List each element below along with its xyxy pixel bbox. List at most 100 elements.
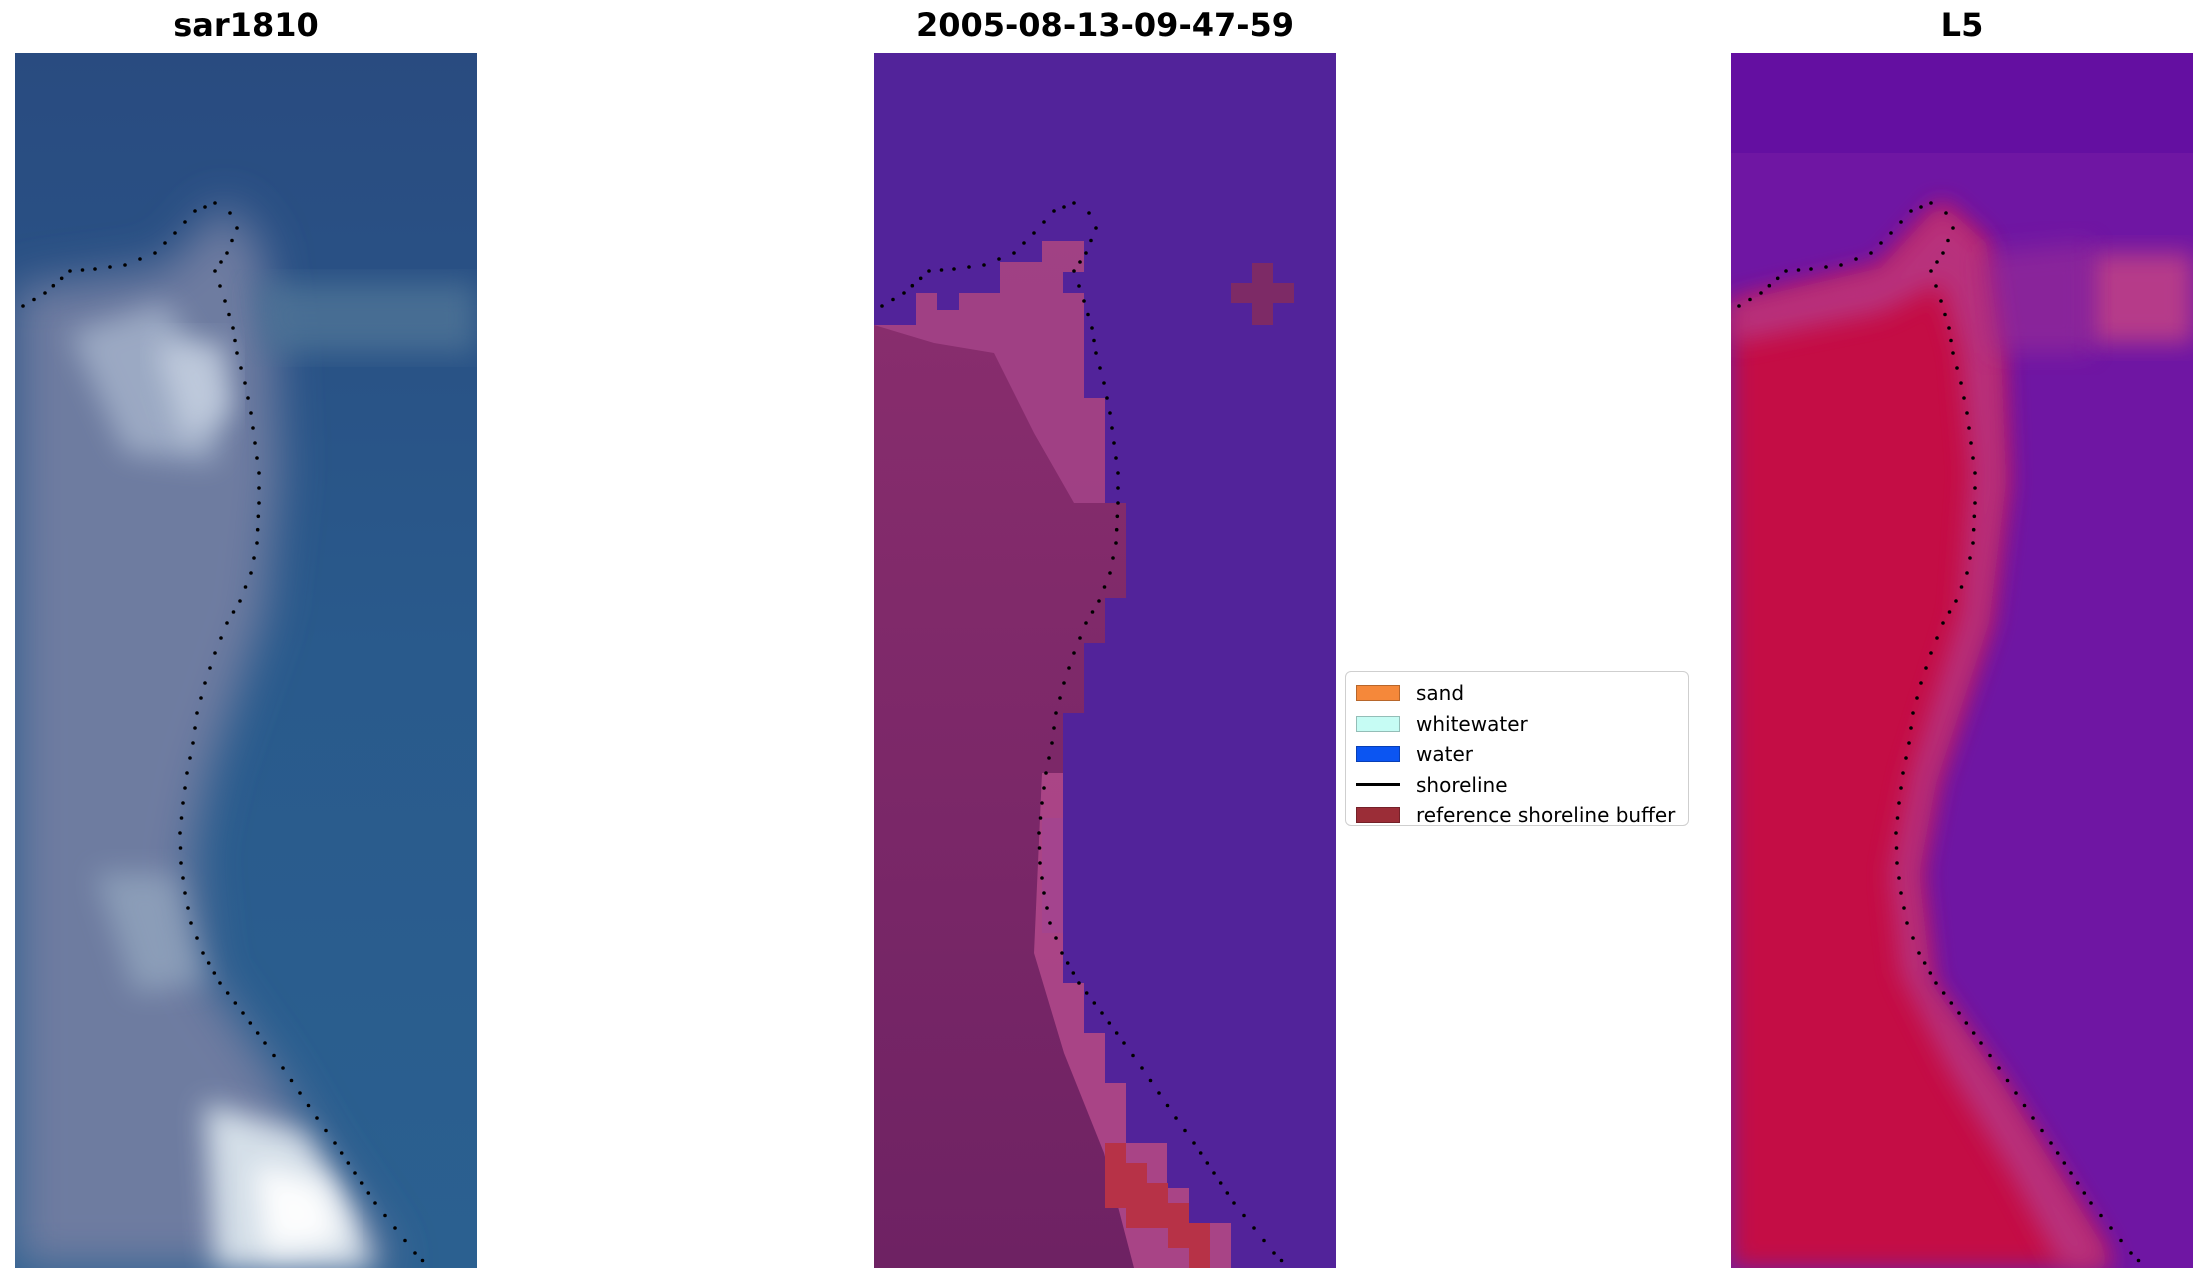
shoreline-point (1114, 541, 1118, 545)
shoreline-point (1929, 651, 1933, 655)
shoreline-point (1973, 471, 1977, 475)
shoreline-point (1971, 456, 1975, 460)
shoreline-point (195, 711, 199, 715)
shoreline-point (1054, 711, 1058, 715)
shoreline-point (1775, 276, 1780, 281)
shoreline-point (1911, 711, 1915, 715)
shoreline-point (1045, 906, 1049, 910)
shoreline-point (2062, 1161, 2067, 1165)
shoreline-point (315, 1116, 319, 1120)
legend-line-swatch (1356, 783, 1400, 787)
shoreline-point (1824, 265, 1828, 269)
shoreline-point (393, 1226, 397, 1230)
shoreline-point (193, 726, 197, 730)
shoreline-point (1071, 971, 1076, 975)
shoreline-point (982, 263, 986, 267)
index-image-panel (1731, 53, 2193, 1268)
shoreline-point (183, 786, 187, 790)
shoreline-point (231, 610, 236, 614)
shoreline-point (1022, 241, 1026, 245)
shoreline-point (257, 471, 261, 475)
shoreline-point (51, 283, 56, 288)
shoreline-point (1054, 936, 1058, 940)
shoreline-point (213, 651, 217, 655)
shoreline-point (2129, 1251, 2133, 1255)
shoreline-point (1037, 846, 1042, 850)
index-image (1731, 53, 2193, 1268)
panel-title-classification: 2005-08-13-09-47-59 (915, 6, 1295, 44)
shoreline-point (1252, 1226, 1256, 1230)
shoreline-point (1954, 599, 1958, 603)
shoreline-point (218, 981, 222, 985)
shoreline-point (1040, 801, 1044, 805)
shoreline-point (225, 251, 229, 255)
shoreline-point (1901, 771, 1905, 775)
shoreline-point (255, 527, 260, 532)
shoreline-point (1042, 891, 1046, 895)
shoreline-point (927, 269, 931, 273)
rgb-image (15, 53, 477, 1268)
shoreline-point (241, 1011, 245, 1015)
shoreline-point (1072, 269, 1076, 273)
shoreline-point (233, 338, 237, 343)
shoreline-point (21, 304, 25, 308)
shoreline-point (185, 771, 189, 775)
shoreline-point (902, 291, 906, 295)
shoreline-point (1905, 921, 1909, 925)
shoreline-point (1949, 1001, 1954, 1005)
shoreline-point (1899, 891, 1903, 895)
legend-label: shoreline (1416, 772, 1508, 797)
shoreline-point (1997, 1066, 2001, 1070)
shoreline-point (178, 831, 182, 835)
shoreline-point (1084, 251, 1088, 255)
shoreline-point (1107, 1021, 1112, 1025)
shoreline-point (1965, 571, 1969, 575)
shoreline-point (183, 891, 187, 895)
shoreline-point (1052, 209, 1056, 213)
shoreline-point (1972, 514, 1977, 519)
shoreline-point (1941, 991, 1946, 995)
shoreline-point (1094, 226, 1098, 230)
shoreline-point (272, 1053, 276, 1058)
shoreline-point (179, 816, 184, 820)
shoreline-point (253, 441, 257, 445)
shoreline-point (2014, 1091, 2018, 1095)
shoreline-point (59, 276, 64, 281)
shoreline-point (108, 265, 112, 269)
shoreline-point (1737, 304, 1741, 308)
shoreline-point (1105, 396, 1109, 400)
shoreline-point (1759, 291, 1763, 295)
shoreline-point (255, 541, 259, 545)
shoreline-point (80, 268, 85, 272)
legend-label: reference shoreline buffer (1416, 803, 1676, 828)
shoreline-point (1907, 741, 1911, 745)
shoreline-point (225, 991, 230, 995)
shoreline-point (219, 636, 223, 640)
shoreline-point (2082, 1191, 2087, 1195)
shoreline-point (1140, 1066, 1144, 1070)
shoreline-point (1748, 297, 1752, 302)
shoreline-point (1947, 610, 1952, 614)
shoreline-point (2136, 1258, 2141, 1263)
shoreline-point (1114, 1031, 1119, 1035)
shoreline-point (1964, 1021, 1969, 1025)
legend-entry: water (1356, 739, 1678, 770)
shoreline-point (1947, 326, 1951, 330)
shoreline-point (1971, 541, 1975, 545)
shoreline-point (1067, 666, 1071, 670)
shoreline-point (1072, 201, 1076, 205)
shoreline-point (952, 267, 956, 271)
shoreline-point (243, 381, 247, 385)
shoreline-point (235, 226, 239, 230)
panel-title-rgb: sar1810 (173, 6, 319, 44)
shoreline-point (1050, 741, 1054, 745)
shoreline-point (179, 861, 183, 865)
shoreline-point (1042, 786, 1046, 790)
shoreline-point (233, 1001, 238, 1005)
shoreline-point (1909, 209, 1913, 213)
shoreline-point (1941, 621, 1945, 625)
shoreline-point (918, 276, 923, 281)
shoreline-point (1939, 299, 1943, 303)
shoreline-point (1911, 936, 1915, 940)
shoreline-point (1042, 220, 1046, 224)
